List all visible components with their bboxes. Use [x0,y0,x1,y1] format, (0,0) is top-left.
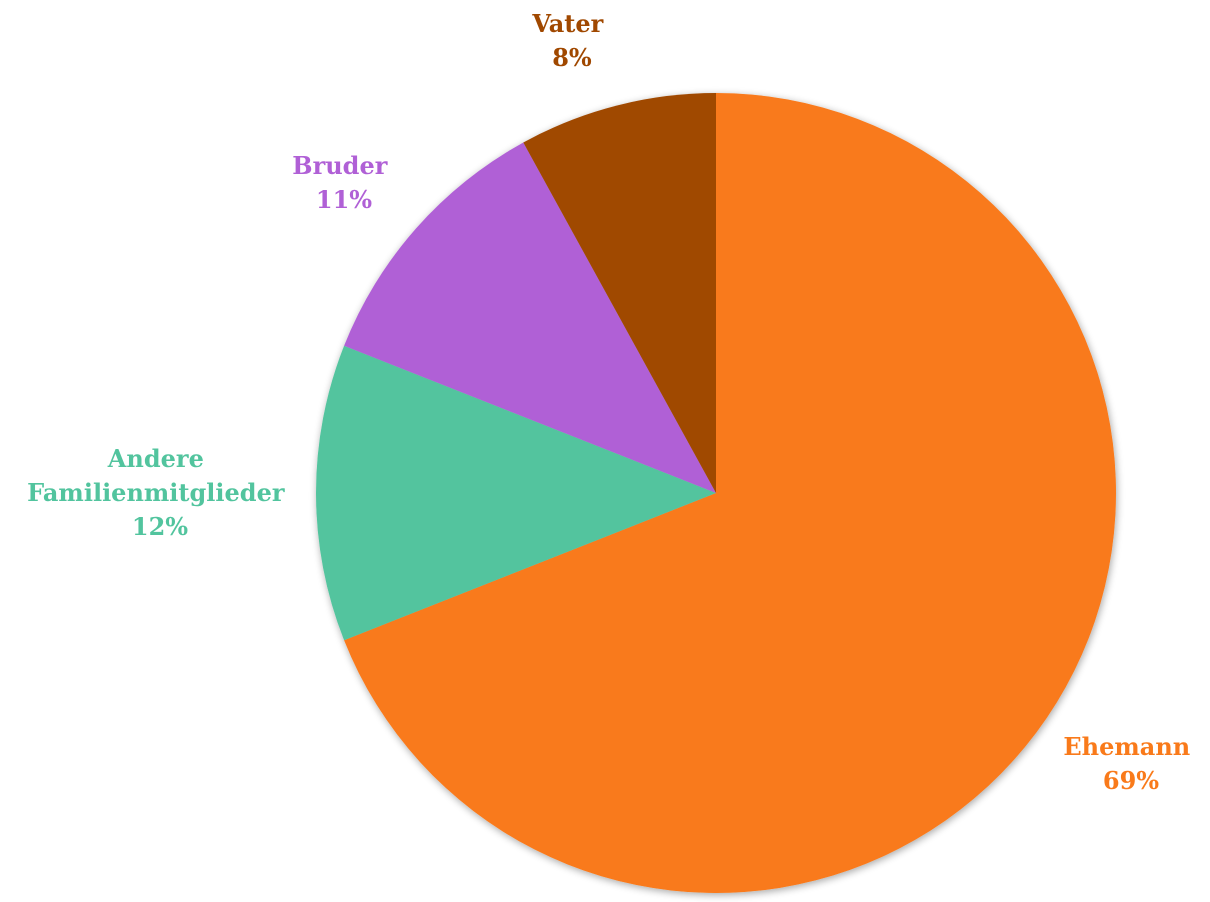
label-vater-name: Vater [531,9,603,38]
label-ehemann: Ehemann 69% [1063,732,1198,795]
label-andere-value: 12% [132,512,188,541]
pie-slice-ehemann [344,93,1117,893]
label-ehemann-value: 69% [1103,766,1159,795]
label-andere-line1: Andere [107,444,204,473]
label-vater-value: 8% [552,43,592,72]
label-andere-familienmitglieder: Andere Familienmitglieder 12% [27,444,293,541]
label-bruder-value: 11% [316,185,372,214]
pie-slice-andere-familienmitglieder [316,345,716,641]
label-bruder: Bruder 11% [292,151,395,214]
pie-slice-vater [523,93,716,493]
label-bruder-name: Bruder [292,151,387,180]
label-vater: Vater 8% [531,9,611,72]
label-ehemann-name: Ehemann [1063,732,1190,761]
pie-slices [316,93,1117,893]
label-andere-line2: Familienmitglieder [27,478,285,507]
pie-slice-bruder [344,142,716,494]
